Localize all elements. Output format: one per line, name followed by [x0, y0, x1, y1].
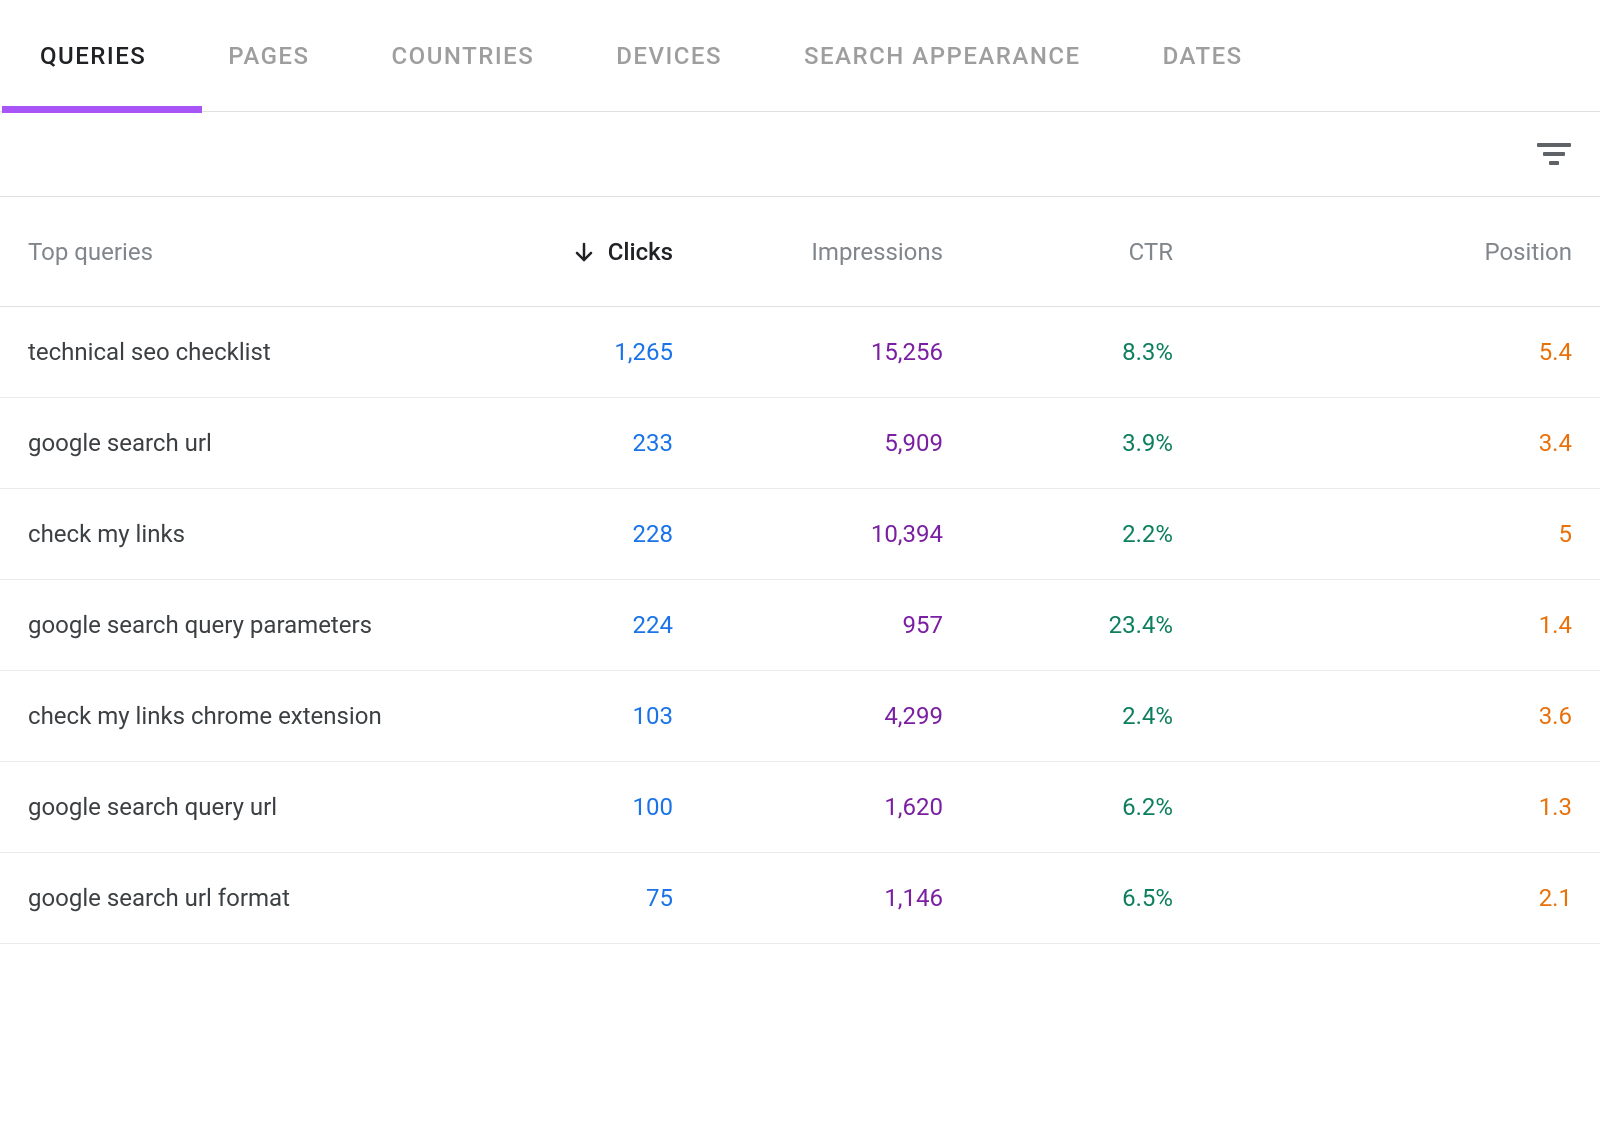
cell-ctr: 6.5% [943, 884, 1173, 912]
table-row[interactable]: google search url format751,1466.5%2.1 [0, 853, 1600, 944]
cell-impressions: 4,299 [673, 702, 943, 730]
table-header: Top queries Clicks Impressions CTR Posit… [0, 197, 1600, 307]
tab-queries[interactable]: QUERIES [40, 0, 146, 112]
cell-position: 2.1 [1173, 884, 1572, 912]
column-header-clicks[interactable]: Clicks [498, 238, 673, 266]
cell-clicks: 75 [498, 884, 673, 912]
tab-pages[interactable]: PAGES [228, 0, 309, 112]
cell-position: 5 [1173, 520, 1572, 548]
cell-impressions: 5,909 [673, 429, 943, 457]
table-row[interactable]: technical seo checklist1,26515,2568.3%5.… [0, 307, 1600, 398]
table-row[interactable]: check my links22810,3942.2%5 [0, 489, 1600, 580]
cell-ctr: 8.3% [943, 338, 1173, 366]
cell-query: check my links chrome extension [28, 702, 498, 730]
cell-clicks: 233 [498, 429, 673, 457]
cell-clicks: 1,265 [498, 338, 673, 366]
cell-impressions: 15,256 [673, 338, 943, 366]
column-header-query[interactable]: Top queries [28, 238, 498, 266]
cell-clicks: 224 [498, 611, 673, 639]
cell-impressions: 10,394 [673, 520, 943, 548]
cell-impressions: 1,146 [673, 884, 943, 912]
table-body: technical seo checklist1,26515,2568.3%5.… [0, 307, 1600, 944]
sort-descending-icon [572, 240, 596, 264]
cell-query: technical seo checklist [28, 338, 498, 366]
tab-search-appearance[interactable]: SEARCH APPEARANCE [804, 0, 1081, 112]
cell-impressions: 1,620 [673, 793, 943, 821]
table-row[interactable]: google search query url1001,6206.2%1.3 [0, 762, 1600, 853]
cell-query: google search url [28, 429, 498, 457]
filter-icon[interactable] [1536, 136, 1572, 172]
table-row[interactable]: google search url2335,9093.9%3.4 [0, 398, 1600, 489]
cell-query: check my links [28, 520, 498, 548]
cell-ctr: 3.9% [943, 429, 1173, 457]
column-header-ctr[interactable]: CTR [943, 238, 1173, 266]
tab-devices[interactable]: DEVICES [616, 0, 722, 112]
column-header-position[interactable]: Position [1173, 238, 1572, 266]
cell-ctr: 23.4% [943, 611, 1173, 639]
table-row[interactable]: google search query parameters22495723.4… [0, 580, 1600, 671]
tab-countries[interactable]: COUNTRIES [392, 0, 535, 112]
cell-clicks: 228 [498, 520, 673, 548]
filter-bar [0, 112, 1600, 197]
column-header-impressions[interactable]: Impressions [673, 238, 943, 266]
cell-query: google search query url [28, 793, 498, 821]
cell-query: google search url format [28, 884, 498, 912]
cell-position: 5.4 [1173, 338, 1572, 366]
performance-report: QUERIES PAGES COUNTRIES DEVICES SEARCH A… [0, 0, 1600, 944]
cell-impressions: 957 [673, 611, 943, 639]
cell-ctr: 2.4% [943, 702, 1173, 730]
cell-clicks: 100 [498, 793, 673, 821]
cell-position: 3.6 [1173, 702, 1572, 730]
cell-position: 1.3 [1173, 793, 1572, 821]
table-row[interactable]: check my links chrome extension1034,2992… [0, 671, 1600, 762]
cell-clicks: 103 [498, 702, 673, 730]
cell-position: 1.4 [1173, 611, 1572, 639]
cell-ctr: 2.2% [943, 520, 1173, 548]
cell-position: 3.4 [1173, 429, 1572, 457]
column-header-clicks-label: Clicks [608, 238, 673, 266]
cell-ctr: 6.2% [943, 793, 1173, 821]
tab-dates[interactable]: DATES [1163, 0, 1243, 112]
cell-query: google search query parameters [28, 611, 498, 639]
tabs-bar: QUERIES PAGES COUNTRIES DEVICES SEARCH A… [0, 0, 1600, 112]
